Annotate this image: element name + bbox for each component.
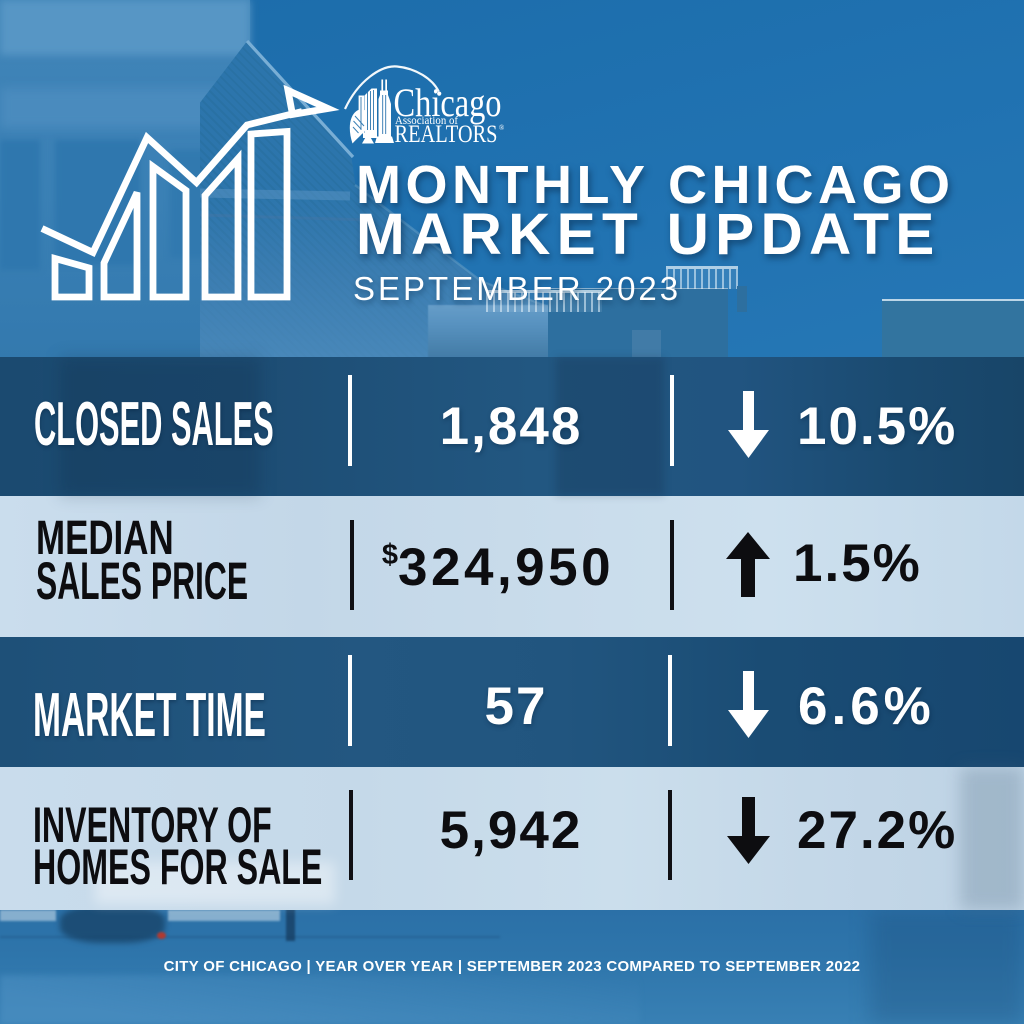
svg-text:Chicago: Chicago: [394, 80, 502, 125]
svg-text:REALTORS: REALTORS: [395, 119, 498, 148]
svg-text:®: ®: [499, 124, 505, 132]
svg-text:Association of: Association of: [395, 113, 458, 127]
